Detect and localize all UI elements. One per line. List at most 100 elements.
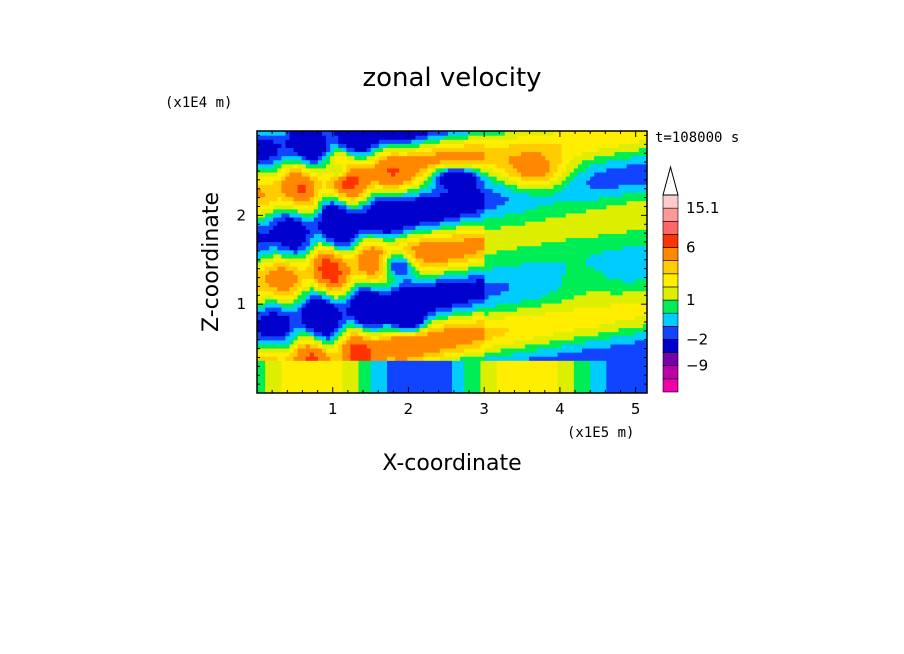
- heatmap-cell: [305, 278, 311, 284]
- heatmap-cell: [346, 192, 352, 198]
- heatmap-cell: [508, 343, 514, 349]
- heatmap-cell: [492, 200, 498, 206]
- heatmap-cell: [313, 192, 319, 198]
- heatmap-cell: [378, 184, 384, 189]
- heatmap-cell: [403, 163, 408, 169]
- heatmap-cell: [391, 270, 396, 275]
- heatmap-cell: [492, 155, 498, 161]
- heatmap-cell: [277, 282, 282, 288]
- heatmap-cell: [285, 294, 291, 300]
- heatmap-cell: [452, 159, 457, 165]
- heatmap-cell: [313, 339, 319, 345]
- heatmap-cell: [346, 274, 352, 279]
- heatmap-cell: [468, 388, 473, 393]
- heatmap-cell: [378, 176, 384, 181]
- heatmap-cell: [301, 225, 307, 230]
- heatmap-cell: [460, 335, 465, 341]
- heatmap-cell: [500, 233, 506, 239]
- heatmap-cell: [456, 364, 461, 370]
- heatmap-cell: [374, 360, 380, 365]
- heatmap-cell: [447, 180, 453, 185]
- heatmap-cell: [395, 270, 400, 275]
- heatmap-cell: [435, 204, 441, 210]
- heatmap-cell: [496, 290, 502, 296]
- heatmap-cell: [281, 335, 287, 341]
- heatmap-cell: [456, 171, 461, 177]
- heatmap-cell: [525, 372, 530, 378]
- heatmap-cell: [334, 163, 339, 169]
- heatmap-cell: [468, 266, 473, 271]
- heatmap-cell: [301, 180, 307, 185]
- heatmap-cell: [293, 274, 299, 279]
- heatmap-cell: [378, 188, 384, 194]
- heatmap-cell: [525, 270, 530, 275]
- heatmap-cell: [512, 216, 518, 222]
- heatmap-cell: [297, 212, 303, 218]
- heatmap-cell: [533, 286, 538, 292]
- heatmap-cell: [569, 331, 575, 337]
- heatmap-cell: [354, 311, 360, 316]
- heatmap-cell: [269, 188, 274, 194]
- heatmap-cell: [439, 233, 445, 239]
- heatmap-cell: [338, 262, 343, 267]
- heatmap-cell: [297, 298, 303, 304]
- heatmap-cell: [382, 216, 388, 222]
- heatmap-cell: [529, 376, 534, 382]
- heatmap-cell: [545, 192, 551, 198]
- heatmap-cell: [545, 253, 551, 259]
- heatmap-cell: [480, 159, 486, 165]
- heatmap-cell: [484, 364, 490, 370]
- heatmap-cell: [443, 180, 449, 185]
- heatmap-cell: [305, 380, 311, 386]
- heatmap-cell: [439, 356, 445, 361]
- heatmap-cell: [484, 388, 490, 393]
- heatmap-cell: [452, 315, 457, 320]
- heatmap-cell: [468, 139, 473, 144]
- heatmap-cell: [529, 221, 534, 226]
- heatmap-cell: [500, 356, 506, 361]
- heatmap-cell: [378, 151, 384, 157]
- heatmap-cell: [354, 352, 360, 357]
- heatmap-cell: [257, 376, 262, 382]
- heatmap-cell: [293, 245, 299, 251]
- heatmap-cell: [452, 302, 457, 308]
- heatmap-cell: [569, 233, 575, 239]
- heatmap-cell: [297, 237, 303, 243]
- heatmap-cell: [561, 204, 567, 210]
- heatmap-cell: [362, 335, 368, 341]
- heatmap-cell: [362, 167, 368, 173]
- heatmap-cell: [387, 307, 392, 312]
- heatmap-cell: [257, 282, 262, 288]
- heatmap-cell: [521, 216, 526, 222]
- heatmap-cell: [395, 286, 400, 292]
- heatmap-cell: [301, 233, 307, 239]
- heatmap-cell: [472, 347, 477, 353]
- heatmap-cell: [512, 302, 518, 308]
- heatmap-cell: [537, 372, 542, 378]
- heatmap-cell: [508, 229, 514, 234]
- heatmap-cell: [500, 388, 506, 393]
- heatmap-cell: [492, 245, 498, 251]
- heatmap-cell: [431, 311, 437, 316]
- heatmap-cell: [285, 356, 291, 361]
- heatmap-cell: [334, 388, 339, 393]
- heatmap-cell: [517, 249, 522, 255]
- heatmap-cell: [549, 147, 555, 153]
- heatmap-cell: [265, 290, 270, 296]
- heatmap-cell: [374, 245, 380, 251]
- heatmap-cell: [407, 380, 412, 386]
- heatmap-cell: [452, 298, 457, 304]
- heatmap-cell: [480, 352, 486, 357]
- heatmap-cell: [395, 184, 400, 189]
- heatmap-cell: [517, 221, 522, 226]
- heatmap-cell: [338, 266, 343, 271]
- heatmap-cell: [472, 323, 477, 329]
- heatmap-cell: [297, 188, 303, 194]
- heatmap-cell: [257, 298, 262, 304]
- heatmap-cell: [322, 376, 327, 382]
- heatmap-cell: [261, 388, 266, 393]
- heatmap-cell: [472, 319, 477, 325]
- heatmap-cell: [322, 131, 327, 136]
- heatmap-cell: [431, 307, 437, 312]
- heatmap-cell: [460, 319, 465, 325]
